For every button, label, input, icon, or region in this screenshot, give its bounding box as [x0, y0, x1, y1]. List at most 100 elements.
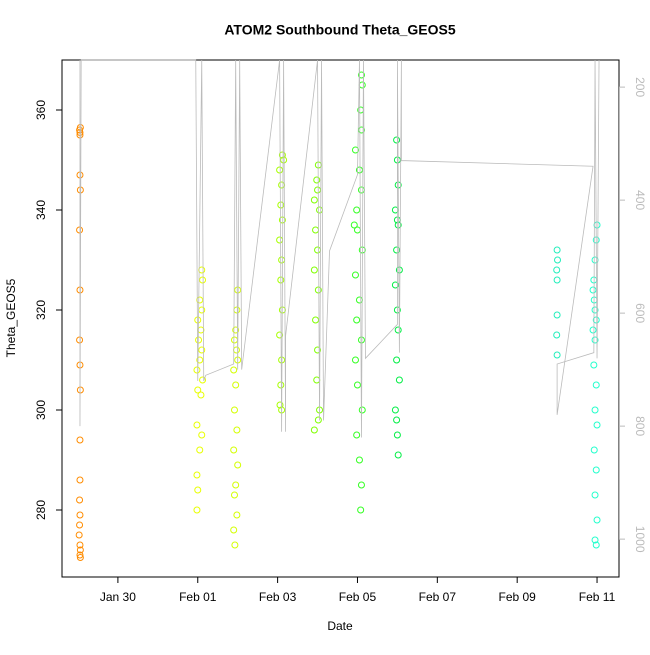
- point: [357, 481, 365, 489]
- point: [231, 541, 239, 549]
- point: [353, 316, 361, 324]
- point: [278, 181, 286, 189]
- point: [194, 486, 202, 494]
- point: [592, 316, 600, 324]
- point: [591, 256, 599, 264]
- point: [234, 286, 242, 294]
- plot-frame: [61, 59, 620, 578]
- point: [277, 381, 285, 389]
- x-tick-label: Feb 11: [579, 590, 616, 604]
- point: [394, 451, 402, 459]
- point: [76, 551, 84, 559]
- point: [350, 221, 358, 229]
- point: [198, 266, 206, 274]
- y2-tick-label: 1000: [633, 526, 647, 553]
- point: [232, 346, 240, 354]
- point: [592, 541, 600, 549]
- point: [314, 416, 322, 424]
- point: [230, 366, 238, 374]
- point: [310, 426, 318, 434]
- point: [196, 446, 204, 454]
- point: [280, 156, 288, 164]
- point: [76, 554, 84, 561]
- point: [232, 381, 240, 389]
- point: [393, 416, 401, 424]
- point: [199, 276, 207, 284]
- x-tick-label: Feb 01: [179, 590, 217, 604]
- y-tick-label: 320: [34, 300, 48, 320]
- point: [351, 271, 359, 279]
- point: [276, 236, 284, 244]
- point: [353, 226, 361, 234]
- point: [314, 286, 322, 294]
- point: [593, 221, 601, 229]
- point: [194, 386, 202, 394]
- point: [593, 516, 601, 524]
- point: [591, 336, 599, 344]
- point: [193, 506, 201, 514]
- point: [591, 491, 599, 499]
- x-tick-label: Feb 09: [499, 590, 537, 604]
- point: [313, 176, 321, 184]
- x-tick-label: Feb 03: [259, 590, 297, 604]
- point: [395, 376, 403, 384]
- point: [234, 461, 242, 469]
- point: [592, 381, 600, 389]
- y2-tick-label: 200: [633, 77, 647, 97]
- x-tick-label: Feb 07: [419, 590, 457, 604]
- point: [276, 166, 284, 174]
- y-tick-label: 280: [34, 500, 48, 520]
- point: [312, 316, 320, 324]
- point: [316, 206, 324, 214]
- point: [76, 496, 84, 504]
- point: [76, 541, 84, 549]
- point: [393, 136, 401, 144]
- point: [197, 326, 205, 334]
- point: [230, 336, 238, 344]
- point: [355, 296, 363, 304]
- point: [554, 256, 562, 264]
- point: [76, 546, 84, 554]
- point: [76, 521, 84, 529]
- point: [312, 226, 320, 234]
- point: [230, 491, 238, 499]
- point: [358, 406, 366, 414]
- x-tick-label: Feb 05: [339, 590, 377, 604]
- point: [553, 276, 561, 284]
- point: [391, 406, 399, 414]
- point: [357, 336, 365, 344]
- x-tick-label: Jan 30: [100, 590, 136, 604]
- point: [591, 306, 599, 314]
- point: [233, 511, 241, 519]
- x-axis-label: Date: [327, 619, 353, 633]
- point: [313, 376, 321, 384]
- point: [592, 466, 600, 474]
- point: [590, 446, 598, 454]
- point: [353, 431, 361, 439]
- point: [357, 186, 365, 194]
- point: [197, 391, 205, 399]
- point: [589, 326, 597, 334]
- point: [355, 166, 363, 174]
- point: [230, 406, 238, 414]
- chart-title: ATOM2 Southbound Theta_GEOS5: [224, 22, 455, 38]
- point: [196, 296, 204, 304]
- point: [591, 406, 599, 414]
- point: [553, 266, 561, 274]
- point: [590, 361, 598, 369]
- point: [233, 306, 241, 314]
- point: [193, 366, 201, 374]
- point: [230, 526, 238, 534]
- point: [199, 376, 207, 384]
- point: [355, 456, 363, 464]
- point: [314, 346, 322, 354]
- point: [314, 246, 322, 254]
- point: [353, 206, 361, 214]
- y-tick-label: 340: [34, 200, 48, 220]
- point: [591, 536, 599, 544]
- point: [393, 431, 401, 439]
- point: [277, 201, 285, 209]
- point: [310, 196, 318, 204]
- point: [76, 511, 84, 519]
